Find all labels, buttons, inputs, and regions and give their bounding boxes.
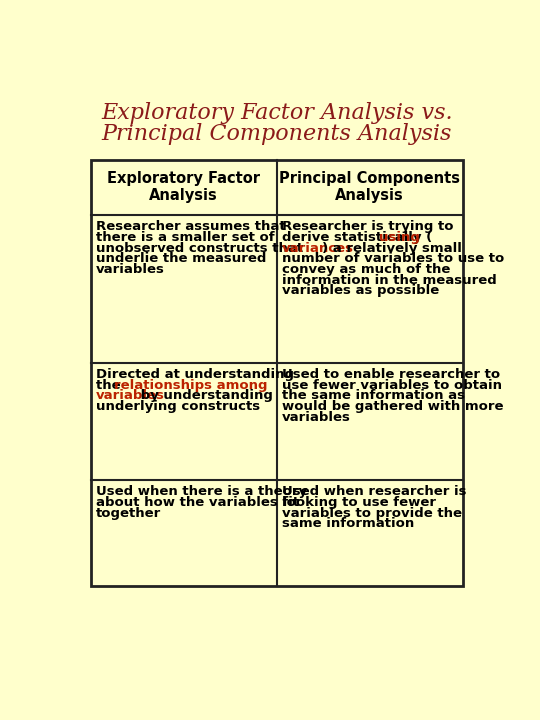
Text: by understanding: by understanding: [136, 390, 273, 402]
Text: derive statistically (: derive statistically (: [282, 231, 433, 244]
Bar: [91, 160, 463, 586]
Text: ) a relatively small: ) a relatively small: [322, 242, 462, 255]
Text: Directed at understanding: Directed at understanding: [96, 368, 294, 381]
Text: variables as possible: variables as possible: [282, 284, 440, 297]
Text: underlie the measured: underlie the measured: [96, 252, 267, 265]
Text: looking to use fewer: looking to use fewer: [282, 496, 436, 509]
Text: Researcher assumes that: Researcher assumes that: [96, 220, 286, 233]
Text: would be gathered with more: would be gathered with more: [282, 400, 504, 413]
Text: there is a smaller set of: there is a smaller set of: [96, 231, 275, 244]
Text: using: using: [380, 231, 420, 244]
Bar: [91, 160, 463, 586]
Text: variances: variances: [282, 242, 354, 255]
Text: Used to enable researcher to: Used to enable researcher to: [282, 368, 500, 381]
Text: number of variables to use to: number of variables to use to: [282, 252, 504, 265]
Text: Used when researcher is: Used when researcher is: [282, 485, 467, 498]
Text: together: together: [96, 506, 161, 520]
Text: underlying constructs: underlying constructs: [96, 400, 260, 413]
Text: Exploratory Factor Analysis vs.: Exploratory Factor Analysis vs.: [101, 102, 453, 125]
Text: variables: variables: [282, 410, 351, 424]
Text: unobserved constructs that: unobserved constructs that: [96, 242, 303, 255]
Text: Exploratory Factor
Analysis: Exploratory Factor Analysis: [107, 171, 260, 204]
Text: information in the measured: information in the measured: [282, 274, 497, 287]
Text: the: the: [96, 379, 125, 392]
Text: use fewer variables to obtain: use fewer variables to obtain: [282, 379, 502, 392]
Text: convey as much of the: convey as much of the: [282, 263, 450, 276]
Text: variables: variables: [96, 263, 165, 276]
Text: Principal Components Analysis: Principal Components Analysis: [102, 123, 452, 145]
Text: Researcher is trying to: Researcher is trying to: [282, 220, 454, 233]
Text: same information: same information: [282, 517, 414, 530]
Text: Used when there is a theory: Used when there is a theory: [96, 485, 307, 498]
Text: relationships among: relationships among: [114, 379, 267, 392]
Text: variables to provide the: variables to provide the: [282, 506, 462, 520]
Text: Principal Components
Analysis: Principal Components Analysis: [279, 171, 460, 204]
Text: about how the variables fit: about how the variables fit: [96, 496, 299, 509]
Text: the same information as: the same information as: [282, 390, 465, 402]
Text: variables: variables: [96, 390, 165, 402]
